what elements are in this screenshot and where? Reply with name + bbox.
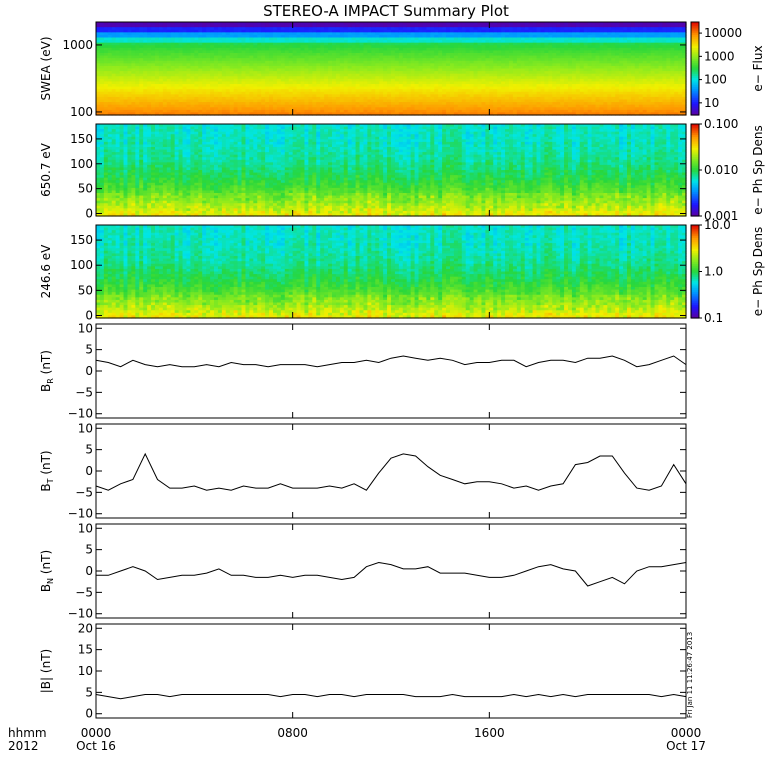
y-tick-label: 5 xyxy=(85,443,93,457)
colorbar-tick-label: 1000 xyxy=(704,49,735,63)
y-tick-label: 150 xyxy=(70,132,93,146)
y-tick-label: −5 xyxy=(75,385,93,399)
y-axis-label: 246.6 eV xyxy=(39,244,53,299)
series-line-4 xyxy=(95,355,687,368)
y-axis-label: BT (nT) xyxy=(39,450,55,491)
spectrogram-3 xyxy=(96,225,687,319)
spectrogram-2 xyxy=(96,124,687,217)
colorbar-tick-label: 100 xyxy=(704,73,727,87)
y-axis-label-subscript: R xyxy=(46,378,55,384)
panel-1: 10 100 1000 10000 e− Flux 100 1000 SWEA (eV) xyxy=(39,21,765,119)
panel-6: −10 −5 0 5 10 BN (nT) xyxy=(39,521,687,621)
time-tick-label: 0800 xyxy=(277,726,308,740)
panel-frame xyxy=(95,224,687,319)
y-axis-label: SWEA (eV) xyxy=(39,36,53,100)
y-tick-label: 0 xyxy=(85,464,93,478)
colorbar-tick-label: 0.001 xyxy=(704,209,738,223)
panel-5: −10 −5 0 5 10 BT (nT) xyxy=(39,421,687,521)
y-axis-label: 650.7 eV xyxy=(39,142,53,197)
colorbar-label: e− Ph Sp Dens xyxy=(751,125,765,214)
y-axis-label: BR (nT) xyxy=(39,350,55,392)
colorbar-tick-label: 0.100 xyxy=(704,117,738,131)
y-axis-label-unit: (nT) xyxy=(39,350,53,378)
y-tick-label: −5 xyxy=(75,585,93,599)
time-tick-label: 1600 xyxy=(474,726,505,740)
time-tick-date: Oct 16 xyxy=(76,739,116,753)
panel-frame xyxy=(95,423,687,519)
panel-frame xyxy=(95,523,687,619)
colorbar-tick-label: 10.0 xyxy=(704,218,731,232)
y-tick-label: 10 xyxy=(78,521,93,535)
colorbar-3: 0.1 1.0 10.0 e− Ph Sp Dens xyxy=(690,218,765,325)
y-tick-label: 5 xyxy=(85,685,93,699)
y-tick-label: 0 xyxy=(85,707,93,721)
y-axis-label-unit: (nT) xyxy=(39,649,53,677)
y-tick-label: −5 xyxy=(75,485,93,499)
y-tick-label: 10 xyxy=(78,421,93,435)
y-tick-label: −10 xyxy=(68,507,93,521)
y-tick-label: 150 xyxy=(70,233,93,247)
time-tick-date: Oct 17 xyxy=(666,739,706,753)
y-tick-label: 50 xyxy=(78,283,93,297)
panel-frame xyxy=(95,623,687,719)
y-tick-label: 50 xyxy=(78,182,93,196)
y-tick-label: 100 xyxy=(70,157,93,171)
y-tick-label: 20 xyxy=(78,621,93,635)
y-tick-label: 0 xyxy=(85,207,93,221)
y-axis-label: BN (nT) xyxy=(39,550,55,592)
colorbar-label: e− Ph Sp Dens xyxy=(751,227,765,316)
y-tick-label: 10 xyxy=(78,321,93,335)
colorbar-2: 0.001 0.010 0.100 e− Ph Sp Dens xyxy=(690,117,765,223)
y-tick-label: −10 xyxy=(68,607,93,621)
colorbar-tick-label: 10000 xyxy=(704,26,742,40)
panel-7: 0 5 10 15 20 |B| (nT) xyxy=(39,621,687,721)
panel-frame xyxy=(95,21,687,116)
corner-label-hhmm: hhmm xyxy=(8,726,47,740)
panel-frame xyxy=(95,323,687,419)
timestamp-label: Fri Jan 11 11:26:47 2013 xyxy=(686,632,694,718)
y-tick-label: 15 xyxy=(78,643,93,657)
y-tick-label: 0 xyxy=(85,564,93,578)
panel-4: −10 −5 0 5 10 BR (nT) xyxy=(39,321,687,421)
y-axis-label-subscript: T xyxy=(46,478,55,484)
y-tick-label: −10 xyxy=(68,407,93,421)
colorbar-label: e− Flux xyxy=(751,45,765,91)
panel-2: 0.001 0.010 0.100 e− Ph Sp Dens 0 50 100 150 650… xyxy=(39,117,765,223)
y-axis-label: |B| (nT) xyxy=(39,649,53,693)
colorbar-tick-label: 0.010 xyxy=(704,163,738,177)
y-tick-label: 0 xyxy=(85,308,93,322)
spectrogram-1 xyxy=(96,22,687,116)
y-tick-label: 0 xyxy=(85,364,93,378)
colorbar-tick-label: 0.1 xyxy=(704,311,723,325)
y-tick-label: 5 xyxy=(85,343,93,357)
y-tick-label: 1000 xyxy=(62,38,93,52)
corner-label-year: 2012 xyxy=(8,739,39,753)
colorbar-1: 10 100 1000 10000 e− Flux xyxy=(690,21,765,116)
panel-3: 0.1 1.0 10.0 e− Ph Sp Dens 0 50 100 150 246.6 eV xyxy=(39,218,765,325)
time-tick-label: 0000 xyxy=(81,726,112,740)
y-tick-label: 5 xyxy=(85,543,93,557)
y-tick-label: 100 xyxy=(70,258,93,272)
series-line-5 xyxy=(95,452,687,491)
y-tick-label: 100 xyxy=(70,105,93,119)
y-axis-label-unit: (nT) xyxy=(39,550,53,578)
colorbar-tick-label: 10 xyxy=(704,96,719,110)
y-tick-label: 10 xyxy=(78,664,93,678)
plot-title: STEREO-A IMPACT Summary Plot xyxy=(263,2,509,20)
series-line-7 xyxy=(95,693,687,700)
series-line-6 xyxy=(96,561,687,587)
colorbar-tick-label: 1.0 xyxy=(704,265,723,279)
y-axis-label-subscript: N xyxy=(46,578,55,584)
time-tick-label: 0000 xyxy=(671,726,702,740)
colorbar-frame xyxy=(690,21,700,116)
y-axis-label-unit: (nT) xyxy=(39,450,53,478)
panel-frame xyxy=(95,123,687,217)
